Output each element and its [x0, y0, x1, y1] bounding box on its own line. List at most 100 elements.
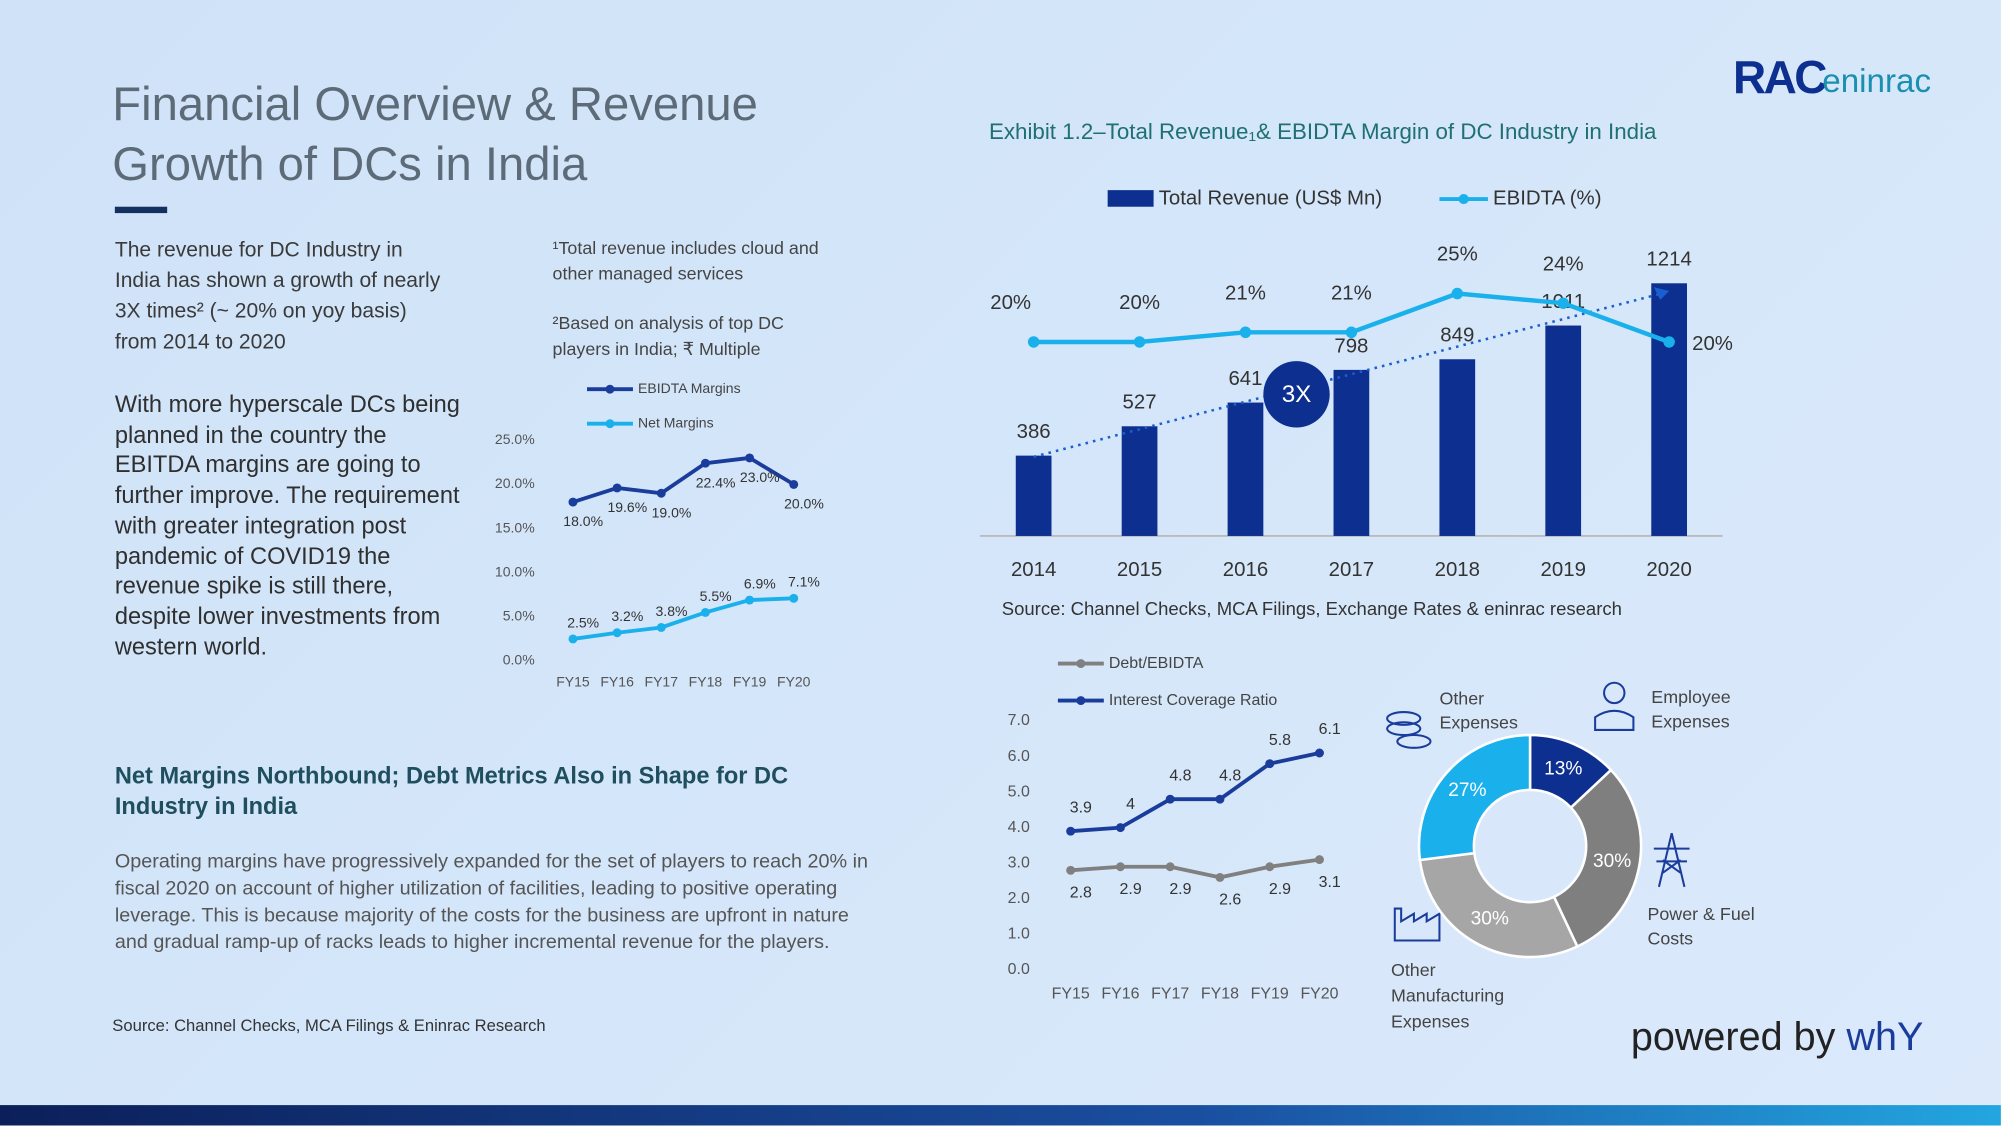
- factory-icon: [1393, 907, 1441, 942]
- bar: [1439, 359, 1476, 536]
- logo-mark: RAC: [1732, 51, 1827, 104]
- line-point: [1315, 855, 1324, 865]
- line-point: [656, 488, 666, 498]
- bar: [1545, 325, 1582, 536]
- line-point: [1165, 794, 1175, 804]
- line-point: [1115, 823, 1125, 833]
- line-label: 23.0%: [740, 469, 780, 485]
- line-label: 7.1%: [788, 574, 820, 590]
- bar-label: 386: [1017, 421, 1051, 443]
- x-tick-label: 2017: [1329, 559, 1374, 581]
- intro-text: The revenue for DC Industry in India has…: [114, 238, 441, 354]
- line-point: [745, 595, 755, 605]
- y-tick-label: 15.0%: [495, 519, 535, 535]
- line-point: [700, 607, 710, 617]
- y-tick-label: 6.0: [1008, 748, 1030, 765]
- line-point: [612, 628, 622, 638]
- line-label: 19.0%: [652, 504, 692, 520]
- bar: [1121, 426, 1158, 536]
- donut-label: 30%: [1471, 908, 1509, 929]
- line-point: [568, 634, 578, 644]
- line-point: [1315, 748, 1324, 758]
- donut-label: 13%: [1544, 758, 1582, 779]
- line-label: 6.1: [1319, 721, 1341, 738]
- line-label: 20%: [1692, 333, 1733, 355]
- line-point: [1115, 862, 1125, 872]
- y-tick-label: 5.0: [1008, 783, 1030, 800]
- legend-swatch: [605, 419, 615, 429]
- x-tick-label: FY20: [777, 673, 811, 689]
- line-point: [745, 453, 755, 463]
- line-point: [1345, 326, 1358, 339]
- legend-label: EBIDTA (%): [1493, 187, 1601, 209]
- line-point: [1066, 865, 1076, 875]
- line-label: 3.1: [1319, 874, 1341, 891]
- line-point: [1239, 326, 1252, 339]
- exhibit-title: Exhibit 1.2–Total Revenue₁& EBIDTA Margi…: [988, 118, 1657, 145]
- line-label: 2.6: [1219, 892, 1241, 909]
- note: ²Based on analysis of top DC players in …: [552, 312, 784, 359]
- donut-label: 30%: [1593, 851, 1631, 872]
- title-rule: [114, 206, 168, 214]
- x-tick-label: FY18: [689, 673, 723, 689]
- bar-label: 641: [1228, 368, 1262, 390]
- trend-arrow: [1653, 287, 1670, 300]
- line-label: 2.9: [1120, 881, 1142, 898]
- y-tick-label: 0.0: [1008, 961, 1030, 978]
- line-point: [700, 458, 710, 468]
- line: [1070, 857, 1320, 880]
- y-tick-label: 4.0: [1008, 819, 1030, 836]
- outlook-text: With more hyperscale DCs being planned i…: [114, 390, 460, 660]
- bar: [1651, 283, 1688, 536]
- bar-label: 798: [1334, 335, 1368, 357]
- line-label: 20.0%: [784, 496, 824, 512]
- line-label: 2.5%: [567, 614, 599, 630]
- person-icon: [1594, 681, 1635, 731]
- donut-category: Other Manufacturing Expenses: [1390, 959, 1505, 1032]
- powered-by-brand: whY: [1846, 1014, 1924, 1060]
- line-label: 4: [1126, 796, 1135, 813]
- icons: [1386, 681, 1690, 942]
- x-tick-label: FY17: [1151, 985, 1189, 1002]
- donut-segment: [1552, 768, 1643, 949]
- x-tick-label: FY16: [1101, 985, 1139, 1002]
- bar-label: 527: [1123, 392, 1157, 414]
- x-tick-label: FY19: [733, 673, 767, 689]
- line-label: 2.9: [1169, 881, 1191, 898]
- page-title: Financial Overview & Revenue Growth of D…: [112, 77, 758, 191]
- legend-label: Debt/EBIDTA: [1109, 655, 1204, 672]
- logo-name: eninrac: [1822, 61, 1932, 100]
- annotation-badge: [1263, 361, 1330, 428]
- annotation: 3X: [1282, 381, 1312, 408]
- line-point: [1265, 862, 1275, 872]
- bar-label: 1214: [1646, 249, 1691, 271]
- donut-category: Other Expenses: [1439, 687, 1518, 733]
- line-label: 18.0%: [563, 513, 603, 529]
- x-tick-label: FY15: [1052, 985, 1090, 1002]
- y-tick-label: 2.0: [1008, 890, 1030, 907]
- x-tick-label: 2020: [1646, 559, 1691, 581]
- y-tick-label: 5.0%: [503, 608, 535, 624]
- legend-label: Total Revenue (US$ Mn): [1159, 187, 1382, 209]
- x-tick-label: FY18: [1201, 985, 1239, 1002]
- line-label: 3.8%: [656, 603, 688, 619]
- donut-category: Power & Fuel Costs: [1647, 903, 1755, 949]
- line-label: 21%: [1225, 282, 1266, 304]
- x-tick-label: 2019: [1541, 559, 1586, 581]
- source: Source: Channel Checks, MCA Filings & En…: [112, 1015, 546, 1035]
- legend-label: Interest Coverage Ratio: [1109, 692, 1277, 709]
- x-tick-label: 2014: [1011, 559, 1056, 581]
- line-label: 2.9: [1269, 881, 1291, 898]
- line-label: 5.5%: [700, 588, 732, 604]
- line-label: 21%: [1331, 282, 1372, 304]
- pylon-icon: [1653, 833, 1690, 888]
- x-tick-label: FY20: [1300, 985, 1338, 1002]
- line-point: [568, 497, 578, 507]
- y-tick-label: 10.0%: [495, 563, 535, 579]
- y-tick-label: 20.0%: [495, 475, 535, 491]
- legend-swatch: [605, 384, 615, 394]
- y-tick-label: 7.0: [1008, 712, 1030, 729]
